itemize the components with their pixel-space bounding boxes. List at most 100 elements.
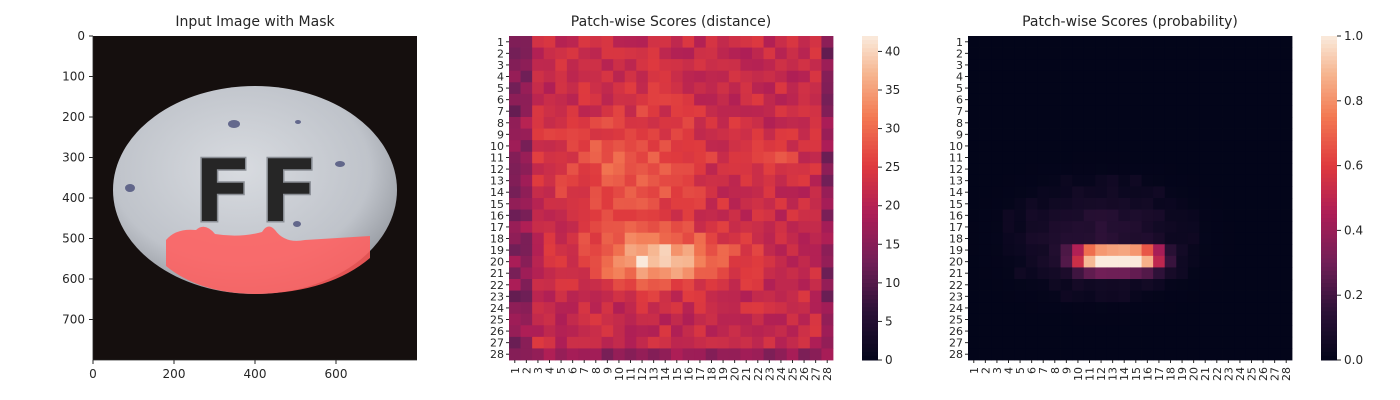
heatmap-cell (1245, 82, 1258, 95)
heatmap-cell (509, 93, 521, 106)
heatmap-cell (979, 36, 992, 48)
heatmap-cell (798, 105, 811, 118)
heatmap-cell (1164, 82, 1177, 95)
heatmap-cell (717, 93, 730, 106)
heatmap-cell (1060, 59, 1073, 72)
heatmap-cell (763, 198, 776, 210)
heatmap-cell (1280, 59, 1293, 72)
heatmap-cell (636, 93, 649, 106)
heatmap-cell (613, 59, 626, 72)
heatmap-cell (740, 70, 753, 83)
heatmap-cell (1014, 151, 1027, 164)
heatmap-cell (752, 279, 764, 291)
heatmap-cell (624, 36, 637, 48)
heatmap-cell (798, 36, 811, 48)
heatmap-cell (520, 244, 533, 257)
heatmap-cell (1025, 93, 1038, 106)
heatmap-cell (1280, 93, 1293, 106)
heatmap-cell (1072, 59, 1085, 72)
heatmap-cell (636, 302, 649, 315)
heatmap-cell (979, 325, 992, 338)
heatmap-cell (821, 105, 834, 118)
heatmap-cell (1037, 174, 1050, 187)
heatmap-cell (682, 70, 695, 83)
heatmap-cell (1222, 163, 1235, 176)
heatmap-ytick-label: 24 (949, 302, 963, 315)
heatmap-cell (682, 221, 695, 234)
heatmap-cell (509, 82, 521, 95)
heatmap-cell (624, 140, 637, 153)
heatmap-cell (728, 232, 741, 245)
heatmap-cell (728, 302, 741, 315)
heatmap-cell (1083, 221, 1096, 234)
heatmap-cell (1002, 302, 1015, 315)
colorbar-segment (862, 222, 878, 227)
heatmap-cell (555, 290, 568, 303)
heatmap-cell (979, 163, 992, 176)
heatmap-cell (1141, 198, 1154, 210)
heatmap-xtick-label: 21 (740, 367, 753, 381)
colorbar-segment (1321, 303, 1337, 308)
heatmap-cell (763, 128, 776, 141)
heatmap-cell (543, 198, 556, 210)
colorbar-segment (1321, 299, 1337, 304)
heatmap-cell (752, 93, 764, 106)
heatmap-cell (1014, 221, 1027, 234)
heatmap-cell (786, 255, 799, 268)
heatmap-cell (532, 348, 545, 361)
heatmap-cell (1095, 47, 1108, 60)
heatmap-cell (798, 198, 811, 210)
heatmap-cell (636, 163, 649, 176)
heatmap-cell (1211, 70, 1223, 83)
heatmap-cell (1014, 290, 1027, 303)
heatmap-cell (659, 336, 672, 349)
heatmap-cell (636, 348, 649, 361)
heatmap-cell (1234, 302, 1247, 315)
heatmap-cell (509, 267, 521, 280)
heatmap-cell (682, 244, 695, 257)
heatmap-ytick-label: 17 (490, 221, 504, 234)
panel2-title: Patch-wise Scores (distance) (571, 14, 771, 30)
heatmap-cell (705, 151, 718, 164)
heatmap-cell (1118, 336, 1131, 349)
heatmap-cell (1199, 325, 1212, 338)
heatmap-cell (1130, 140, 1142, 153)
heatmap-cell (728, 255, 741, 268)
heatmap-cell (590, 70, 602, 83)
heatmap-cell (1106, 151, 1119, 164)
heatmap-cell (1222, 186, 1235, 199)
heatmap-cell (532, 302, 545, 315)
heatmap-cell (1118, 209, 1131, 222)
heatmap-cell (1164, 313, 1177, 326)
heatmap-cell (624, 47, 637, 60)
heatmap-cell (1222, 174, 1235, 187)
heatmap-cell (809, 117, 822, 129)
heatmap-cell (555, 313, 568, 326)
heatmap-xtick-label: 10 (1072, 367, 1085, 381)
heatmap-cell (775, 140, 788, 153)
heatmap-cell (1037, 348, 1050, 361)
heatmap-cell (1130, 186, 1142, 199)
heatmap-cell (740, 279, 753, 291)
heatmap-cell (798, 232, 811, 245)
heatmap-cell (509, 221, 521, 234)
heatmap-cell (1164, 70, 1177, 83)
heatmap-cell (1187, 105, 1200, 118)
heatmap-cell (1049, 313, 1061, 326)
heatmap-cell (613, 93, 626, 106)
heatmap-cell (555, 82, 568, 95)
heatmap-cell (694, 70, 707, 83)
heatmap-cell (578, 93, 591, 106)
heatmap-cell (532, 221, 545, 234)
heatmap-cell (682, 267, 695, 280)
heatmap-ytick-label: 23 (490, 290, 504, 303)
heatmap-cell (682, 59, 695, 72)
colorbar-segment (862, 133, 878, 138)
heatmap-cell (968, 209, 980, 222)
heatmap-cell (601, 209, 614, 222)
heatmap-cell (1072, 325, 1085, 338)
heatmap-cell (1187, 302, 1200, 315)
heatmap-cell (543, 59, 556, 72)
heatmap-cell (682, 82, 695, 95)
